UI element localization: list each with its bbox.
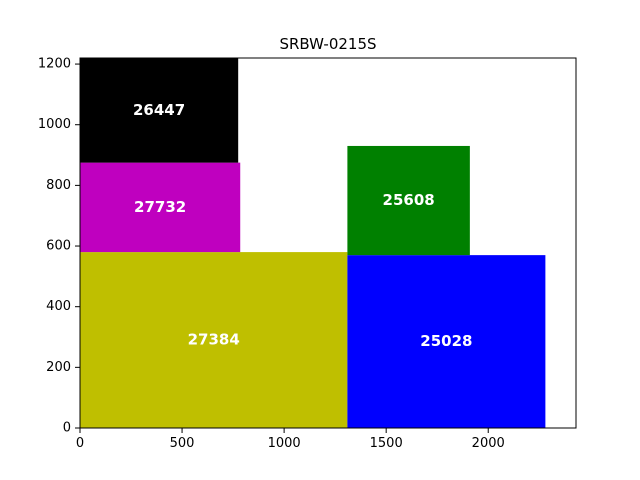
y-tick-label: 1000 [38,117,71,132]
y-tick-label: 400 [46,299,71,314]
x-tick-label: 1000 [268,436,301,451]
x-tick-label: 2000 [472,436,505,451]
x-tick-label: 500 [170,436,195,451]
chart-title: SRBW-0215S [279,35,376,53]
y-tick-label: 0 [63,421,71,436]
treemap-rect [347,255,546,428]
treemap-rect [80,252,348,428]
rect-value-label: 25608 [383,191,435,209]
treemap-rect [347,145,470,256]
y-tick-label: 800 [46,178,71,193]
y-tick-label: 600 [46,239,71,254]
treemap-rect [80,58,239,163]
treemap-rect [80,162,241,253]
plot-frame [79,57,577,429]
rect-value-label: 25028 [420,332,472,350]
x-tick-label: 1500 [370,436,403,451]
rect-value-label: 26447 [133,101,185,119]
rect-labels-layer: 27384 27732 26447 25028 25608 [133,101,472,350]
rect-value-label: 27732 [134,198,186,216]
y-tick-label: 200 [46,360,71,375]
x-axis: 0 500 1000 1500 2000 [76,428,505,451]
y-tick-label: 1200 [38,57,71,72]
rect-value-label: 27384 [188,331,240,349]
y-axis: 0 200 400 600 800 1000 1200 [38,57,80,436]
rects-layer [80,58,546,428]
x-tick-label: 0 [76,436,84,451]
